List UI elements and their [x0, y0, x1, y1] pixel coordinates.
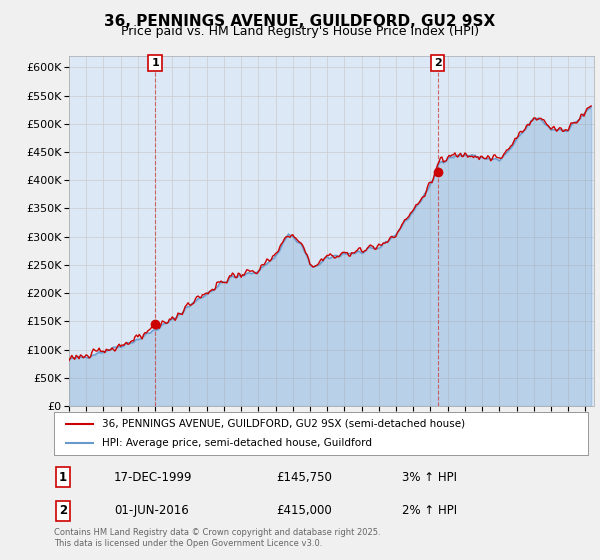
Text: 2% ↑ HPI: 2% ↑ HPI: [402, 504, 457, 517]
Text: HPI: Average price, semi-detached house, Guildford: HPI: Average price, semi-detached house,…: [102, 438, 372, 448]
Text: 3% ↑ HPI: 3% ↑ HPI: [402, 470, 457, 484]
Text: 1: 1: [151, 58, 159, 68]
Text: Contains HM Land Registry data © Crown copyright and database right 2025.
This d: Contains HM Land Registry data © Crown c…: [54, 528, 380, 548]
Text: 17-DEC-1999: 17-DEC-1999: [114, 470, 193, 484]
Text: £145,750: £145,750: [276, 470, 332, 484]
Text: 36, PENNINGS AVENUE, GUILDFORD, GU2 9SX: 36, PENNINGS AVENUE, GUILDFORD, GU2 9SX: [104, 14, 496, 29]
Text: 2: 2: [434, 58, 442, 68]
Text: 1: 1: [59, 470, 67, 484]
Text: 01-JUN-2016: 01-JUN-2016: [114, 504, 189, 517]
Text: 2: 2: [59, 504, 67, 517]
Text: 36, PENNINGS AVENUE, GUILDFORD, GU2 9SX (semi-detached house): 36, PENNINGS AVENUE, GUILDFORD, GU2 9SX …: [102, 419, 465, 428]
Text: Price paid vs. HM Land Registry's House Price Index (HPI): Price paid vs. HM Land Registry's House …: [121, 25, 479, 38]
Text: £415,000: £415,000: [276, 504, 332, 517]
